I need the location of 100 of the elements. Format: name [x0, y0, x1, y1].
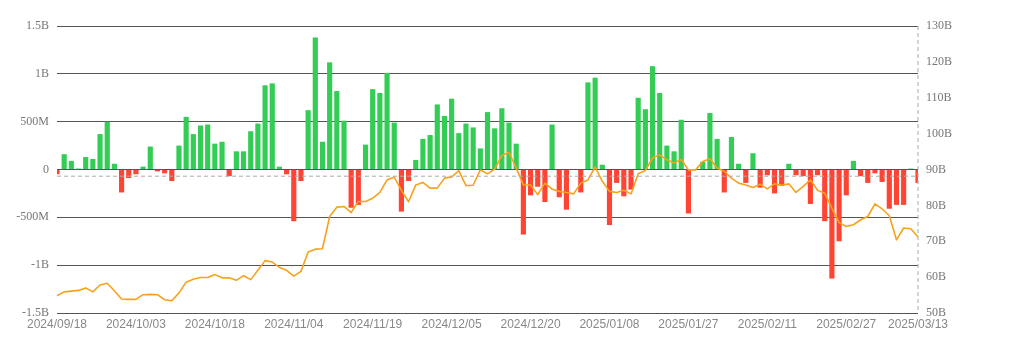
- y-tick-label: 500M: [20, 113, 50, 128]
- bar: [678, 119, 684, 169]
- bar: [384, 72, 390, 169]
- bar: [901, 170, 907, 205]
- bar: [642, 109, 648, 169]
- bar: [233, 151, 239, 169]
- bar: [334, 91, 340, 169]
- bar: [197, 125, 204, 169]
- x-tick-label: 2024/12/20: [500, 316, 561, 331]
- bar: [269, 83, 275, 169]
- bar: [104, 121, 110, 169]
- bar: [714, 138, 720, 169]
- bar: [635, 97, 641, 169]
- y-tick-label: 1B: [34, 65, 49, 80]
- bar: [599, 164, 605, 169]
- bar: [327, 62, 333, 169]
- y-tick-label: 1.5B: [25, 18, 49, 33]
- bar: [800, 170, 806, 177]
- y2-tick-label: 80B: [926, 197, 947, 212]
- bar: [312, 37, 318, 169]
- bar: [886, 170, 892, 209]
- bar: [97, 134, 103, 169]
- bar: [219, 141, 225, 169]
- bar: [205, 124, 211, 169]
- bar: [291, 170, 297, 222]
- bar: [183, 116, 189, 169]
- y-tick-label: -500M: [16, 209, 50, 224]
- bar: [649, 66, 656, 169]
- bar: [707, 113, 713, 169]
- bar: [68, 160, 74, 169]
- y2-tick-label: 130B: [926, 18, 953, 33]
- bar: [535, 170, 541, 187]
- bar: [377, 92, 383, 169]
- bar: [255, 123, 261, 169]
- bar: [118, 170, 125, 193]
- x-tick-label: 2024/12/05: [421, 316, 482, 331]
- bar: [226, 170, 232, 177]
- x-tick-label: 2025/02/11: [737, 316, 798, 331]
- bar: [736, 163, 742, 169]
- bar: [614, 170, 620, 183]
- bar: [355, 170, 361, 205]
- bar: [506, 122, 512, 169]
- bar: [764, 170, 770, 176]
- x-tick-label: 2024/10/03: [105, 316, 167, 331]
- bar: [319, 141, 326, 169]
- y-tick-label: -1B: [31, 257, 49, 272]
- bar: [843, 170, 849, 196]
- bar: [793, 170, 799, 176]
- bar: [492, 128, 498, 169]
- bar: [750, 153, 756, 169]
- bar: [549, 124, 555, 169]
- bar: [176, 145, 182, 169]
- y2-tick-label: 120B: [926, 54, 953, 69]
- bar: [879, 170, 885, 182]
- bar: [362, 144, 369, 169]
- bar: [370, 89, 376, 169]
- bar: [822, 170, 828, 222]
- bar: [477, 148, 483, 169]
- bar: [147, 146, 153, 169]
- bar: [606, 170, 613, 225]
- bar: [456, 133, 462, 169]
- bar: [585, 82, 591, 169]
- bar: [305, 110, 311, 169]
- bar: [628, 170, 634, 190]
- bar: [133, 170, 139, 175]
- y2-tick-label: 110B: [926, 89, 952, 104]
- bar: [592, 77, 598, 169]
- bar: [441, 115, 448, 169]
- bar: [728, 136, 735, 169]
- x-tick-label: 2024/11/19: [343, 316, 403, 331]
- bar: [685, 170, 691, 214]
- bar: [391, 122, 397, 169]
- y2-tick-label: 100B: [926, 125, 953, 140]
- bar: [786, 163, 792, 169]
- bar: [484, 112, 491, 169]
- y2-tick-label: 70B: [926, 233, 947, 248]
- bar: [865, 170, 871, 183]
- bar: [850, 160, 857, 169]
- bar: [248, 131, 254, 169]
- x-tick-label: 2025/01/27: [658, 316, 719, 331]
- bar: [657, 92, 663, 169]
- bar: [743, 170, 749, 183]
- bar: [434, 104, 440, 169]
- bar: [240, 151, 247, 169]
- bar: [427, 135, 433, 169]
- bar: [90, 158, 96, 169]
- bar: [836, 170, 842, 242]
- y-tick-label: 0: [43, 161, 49, 176]
- bar: [298, 170, 304, 181]
- bar: [341, 120, 347, 169]
- bar: [463, 123, 469, 169]
- bar: [348, 170, 354, 208]
- bar: [814, 170, 821, 176]
- bar: [563, 170, 570, 210]
- bar: [262, 85, 268, 169]
- bar: [413, 159, 419, 169]
- bar: [111, 163, 117, 169]
- bar: [190, 134, 196, 169]
- bar: [858, 170, 864, 177]
- y2-tick-label: 60B: [926, 269, 947, 284]
